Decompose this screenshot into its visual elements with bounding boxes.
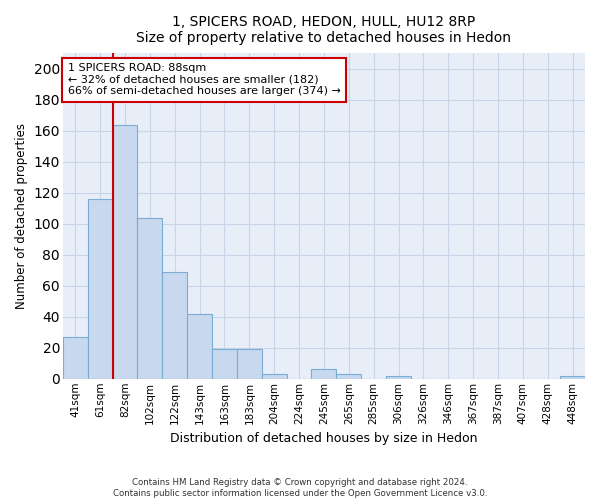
- Bar: [560, 376, 585, 379]
- Bar: [113, 124, 137, 379]
- Bar: [63, 337, 88, 379]
- Bar: [212, 350, 237, 379]
- Bar: [237, 350, 262, 379]
- Bar: [187, 314, 212, 379]
- Title: 1, SPICERS ROAD, HEDON, HULL, HU12 8RP
Size of property relative to detached hou: 1, SPICERS ROAD, HEDON, HULL, HU12 8RP S…: [136, 15, 511, 45]
- Text: 1 SPICERS ROAD: 88sqm
← 32% of detached houses are smaller (182)
66% of semi-det: 1 SPICERS ROAD: 88sqm ← 32% of detached …: [68, 63, 341, 96]
- Bar: [262, 374, 287, 379]
- Text: Contains HM Land Registry data © Crown copyright and database right 2024.
Contai: Contains HM Land Registry data © Crown c…: [113, 478, 487, 498]
- Bar: [88, 199, 113, 379]
- X-axis label: Distribution of detached houses by size in Hedon: Distribution of detached houses by size …: [170, 432, 478, 445]
- Bar: [337, 374, 361, 379]
- Bar: [386, 376, 411, 379]
- Bar: [162, 272, 187, 379]
- Bar: [137, 218, 162, 379]
- Bar: [311, 370, 337, 379]
- Y-axis label: Number of detached properties: Number of detached properties: [15, 123, 28, 309]
